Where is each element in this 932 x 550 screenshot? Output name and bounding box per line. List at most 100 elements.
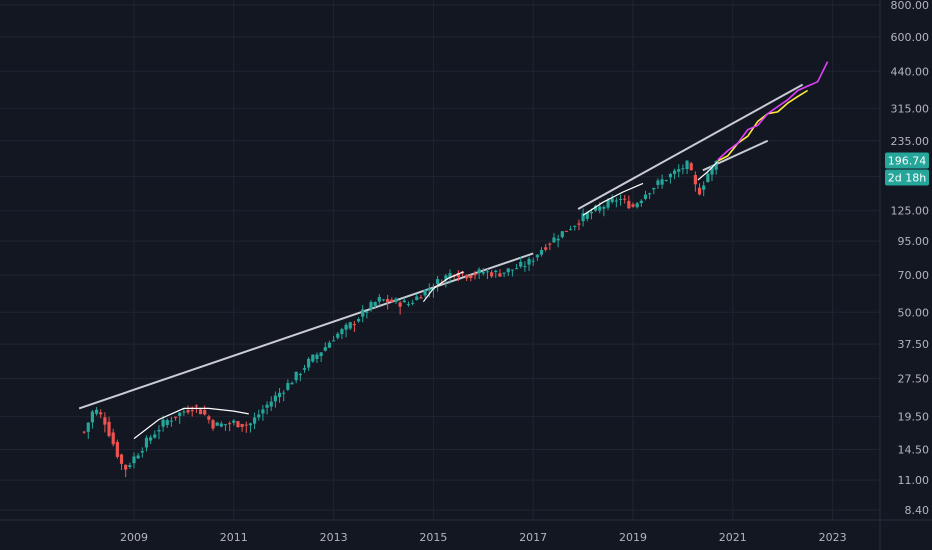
candle-body <box>111 432 115 445</box>
candle-body <box>186 410 190 413</box>
candle-body <box>697 187 702 195</box>
candle-body <box>618 199 623 201</box>
candle-body <box>124 464 128 470</box>
price-tick-label: 95.00 <box>898 235 930 248</box>
time-axis[interactable]: 2009 2011 2013 2015 2017 2019 2021 2023 <box>0 519 932 544</box>
candle-body <box>435 279 440 285</box>
candle-body <box>456 272 460 277</box>
candle-body <box>136 455 140 459</box>
time-tick-label: 2021 <box>719 531 747 544</box>
candle-body <box>173 416 178 418</box>
candle-body <box>648 193 652 195</box>
candle-body <box>386 299 390 303</box>
candle-body <box>631 204 635 207</box>
curves <box>133 161 719 440</box>
candle-body <box>99 412 103 415</box>
candle-body <box>710 165 714 175</box>
candle-body <box>598 206 602 211</box>
candle-body <box>365 311 369 313</box>
projection-path-magenta <box>717 61 829 161</box>
candle-body <box>390 299 394 302</box>
candle-body <box>411 302 415 304</box>
candle-body <box>348 322 352 329</box>
candle-body <box>277 392 282 398</box>
candle-body <box>352 324 356 326</box>
candle-body <box>294 371 298 381</box>
candle-body <box>506 268 510 273</box>
candle-body <box>132 456 136 464</box>
candle-body <box>560 231 564 238</box>
candle-body <box>531 260 535 262</box>
candle-body <box>469 275 473 278</box>
candle-body <box>323 347 327 351</box>
candle-body <box>585 212 589 219</box>
time-tick-label: 2011 <box>220 531 248 544</box>
time-tick-label: 2013 <box>320 531 348 544</box>
price-axis[interactable]: 800.00600.00440.00315.00235.00170.00125.… <box>879 0 930 550</box>
candle-body <box>240 423 244 427</box>
price-tick-label: 14.50 <box>898 443 930 456</box>
candle-body <box>356 319 361 322</box>
countdown-tag <box>885 169 929 186</box>
candle-body <box>415 296 419 300</box>
candle-body <box>702 185 706 190</box>
candle-body <box>336 333 340 338</box>
candle-body <box>223 424 228 426</box>
candle-body <box>381 299 386 301</box>
candle-body <box>207 416 211 420</box>
candle-body <box>519 261 523 267</box>
candle-body <box>602 206 606 209</box>
candle-body <box>606 199 610 208</box>
candle-body <box>311 354 315 362</box>
candle-body <box>593 205 598 211</box>
candle-body <box>548 243 552 245</box>
price-tick-label: 8.40 <box>905 504 930 517</box>
candle-body <box>569 229 573 231</box>
candle-body <box>589 211 594 214</box>
candle-body <box>115 441 119 457</box>
candle-body <box>402 300 406 303</box>
candle-body <box>485 271 490 273</box>
candle-body <box>627 200 631 209</box>
candle-body <box>672 170 677 174</box>
candle-body <box>494 270 498 273</box>
candle-body <box>244 424 248 426</box>
candle-body <box>215 422 219 426</box>
price-tick-label: 27.50 <box>898 373 930 386</box>
candle-body <box>307 358 311 368</box>
candle-body <box>477 269 481 274</box>
candle-body <box>144 437 149 448</box>
candle-body <box>473 273 477 276</box>
candle-body <box>165 420 169 425</box>
candle-body <box>498 273 502 277</box>
time-tick-label: 2015 <box>419 531 447 544</box>
candle-body <box>315 354 319 359</box>
candle-body <box>298 373 302 376</box>
candle-body <box>714 161 718 170</box>
time-tick-label: 2019 <box>619 531 647 544</box>
candle-body <box>556 238 560 241</box>
candle-body <box>232 420 236 423</box>
candle-body <box>544 247 548 250</box>
candle-body <box>157 429 161 432</box>
candle-body <box>490 272 494 277</box>
candle-body <box>527 258 531 265</box>
candle-body <box>369 301 373 310</box>
candle-body <box>128 465 132 468</box>
price-tick-label: 11.00 <box>898 474 930 487</box>
trendline <box>577 83 804 210</box>
candle-body <box>90 411 95 423</box>
candle-body <box>273 395 277 402</box>
candle-body <box>681 168 685 170</box>
candle-body <box>302 368 307 370</box>
candle-body <box>228 423 232 425</box>
last-price-tag <box>885 152 929 169</box>
candle-body <box>169 420 174 422</box>
price-tick-label: 315.00 <box>891 102 930 115</box>
candle-body <box>82 431 86 433</box>
candle-body <box>539 249 544 255</box>
candle-body <box>194 405 198 407</box>
candle-body <box>581 213 585 222</box>
candle-body <box>660 179 664 185</box>
